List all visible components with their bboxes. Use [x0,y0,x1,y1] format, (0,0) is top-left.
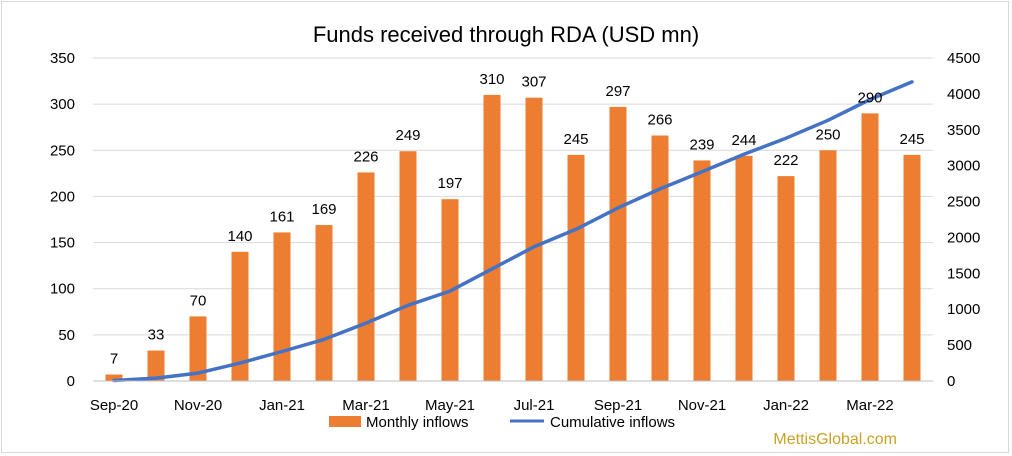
data-label: 310 [479,71,504,88]
bar [735,155,753,381]
bar [483,94,501,382]
bar [861,113,879,381]
cumulative-line [112,80,914,383]
watermark: MettisGlobal.com [773,431,897,448]
data-label: 222 [773,152,798,169]
bar [357,172,375,381]
y-left-tick-label: 150 [50,235,75,252]
legend: Monthly inflows Cumulative inflows [329,414,675,431]
bar [399,151,417,381]
x-tick-label: Nov-21 [678,397,726,414]
data-label: 290 [857,89,882,106]
y-right-tick-label: 4000 [947,86,980,103]
legend-swatch-monthly [329,416,361,427]
x-tick-label: Jul-21 [514,397,555,414]
x-tick-label: Nov-20 [174,397,222,414]
data-label: 245 [563,131,588,148]
bar [777,176,795,381]
x-tick-label: Jan-22 [763,397,809,414]
data-label: 249 [395,127,420,144]
data-labels: 7 33 70 140 161 169 226 249 197 310 307 245 297 266 23… [110,71,925,368]
y-left-tick-label: 50 [58,327,75,344]
y-left-tick-label: 300 [50,96,75,113]
bar-series [105,94,921,382]
data-label: 33 [148,327,165,344]
bar [693,160,711,381]
x-tick-label: Sep-20 [90,397,138,414]
y-right-tick-label: 2000 [947,229,980,246]
y-right-tick-label: 0 [947,373,955,390]
data-label: 297 [605,83,630,100]
bar [147,350,165,381]
y-left-tick-label: 200 [50,188,75,205]
x-tick-label: Mar-21 [342,397,390,414]
bar [609,106,627,381]
x-tick-label: May-21 [425,397,475,414]
data-label: 169 [311,201,336,218]
gridlines [93,57,933,336]
bar [819,150,837,381]
data-label: 226 [353,148,378,165]
axes: 0501001502002503003500500100015002000250… [50,50,980,414]
data-label: 239 [689,136,714,153]
y-right-tick-label: 1500 [947,265,980,282]
y-right-tick-label: 500 [947,337,972,354]
data-label: 70 [190,292,207,309]
bar [903,154,921,381]
y-right-tick-label: 4500 [947,50,980,67]
y-right-tick-label: 1000 [947,301,980,318]
x-tick-label: Sep-21 [594,397,642,414]
y-right-tick-label: 3000 [947,158,980,175]
data-label: 266 [647,112,672,129]
data-label: 7 [110,351,118,368]
data-label: 307 [521,74,546,91]
y-left-tick-label: 100 [50,281,75,298]
bar [651,135,669,381]
bar [231,251,249,381]
line-series [112,80,914,383]
x-tick-label: Mar-22 [846,397,894,414]
data-label: 244 [731,132,756,149]
bar [567,154,585,381]
data-label: 245 [899,131,924,148]
y-right-tick-label: 2500 [947,194,980,211]
y-left-tick-label: 250 [50,142,75,159]
bar [525,97,543,381]
bar [189,316,207,381]
legend-label-monthly: Monthly inflows [366,414,469,431]
x-tick-label: Jan-21 [259,397,305,414]
y-left-tick-label: 350 [50,50,75,67]
bar [273,232,291,381]
data-label: 161 [269,208,294,225]
y-right-tick-label: 3500 [947,122,980,139]
data-label: 197 [437,175,462,192]
bar [315,225,333,381]
data-label: 250 [815,126,840,143]
legend-label-cumulative: Cumulative inflows [550,414,675,431]
data-label: 140 [227,228,252,245]
chart-title: Funds received through RDA (USD mn) [313,22,699,47]
bar [105,374,123,381]
y-left-tick-label: 0 [67,373,75,390]
